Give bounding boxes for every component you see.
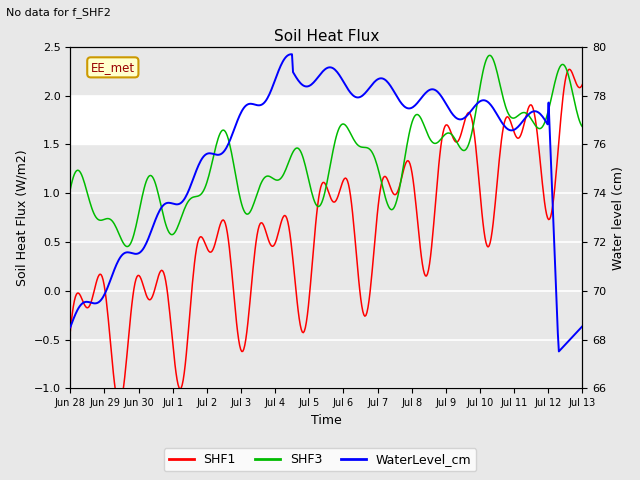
Bar <box>70 96 582 144</box>
X-axis label: Time: Time <box>311 414 342 427</box>
Legend: SHF1, SHF3, WaterLevel_cm: SHF1, SHF3, WaterLevel_cm <box>164 448 476 471</box>
Title: Soil Heat Flux: Soil Heat Flux <box>274 29 379 44</box>
Text: No data for f_SHF2: No data for f_SHF2 <box>6 7 111 18</box>
Y-axis label: Water level (cm): Water level (cm) <box>612 166 625 270</box>
Text: EE_met: EE_met <box>91 61 135 74</box>
Y-axis label: Soil Heat Flux (W/m2): Soil Heat Flux (W/m2) <box>15 149 28 286</box>
